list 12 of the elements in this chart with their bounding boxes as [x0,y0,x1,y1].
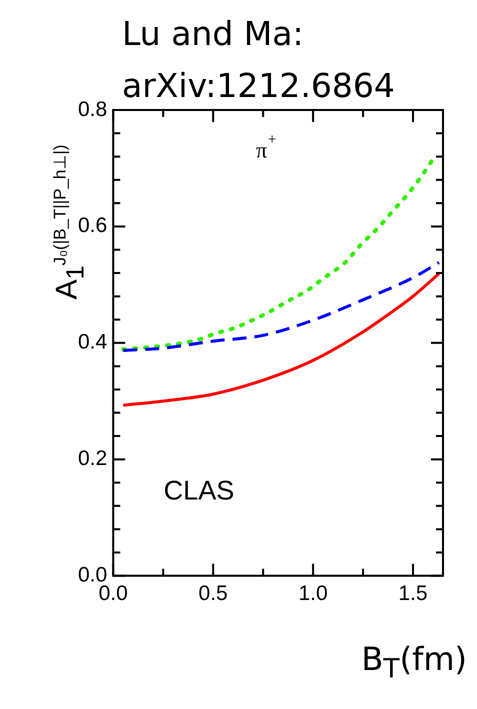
x-tick-label: 0.0 [98,582,128,606]
annotation: π+ [256,132,276,163]
x-tick-label: 1.5 [398,582,428,606]
y-tick-label: 0.4 [78,330,108,354]
x-tick-label: 0.5 [198,582,228,606]
x-tick-label: 1.0 [298,582,328,606]
chart-title: Lu and Ma: arXiv:1212.6864 [122,13,396,107]
y-tick-label: 0.8 [78,98,108,121]
annotation: CLAS [164,475,234,506]
x-axis-title: B$_{T}$(fm) [361,640,467,684]
y-tick-label: 0.2 [78,447,108,470]
y-tick-label: 0.6 [78,214,108,238]
